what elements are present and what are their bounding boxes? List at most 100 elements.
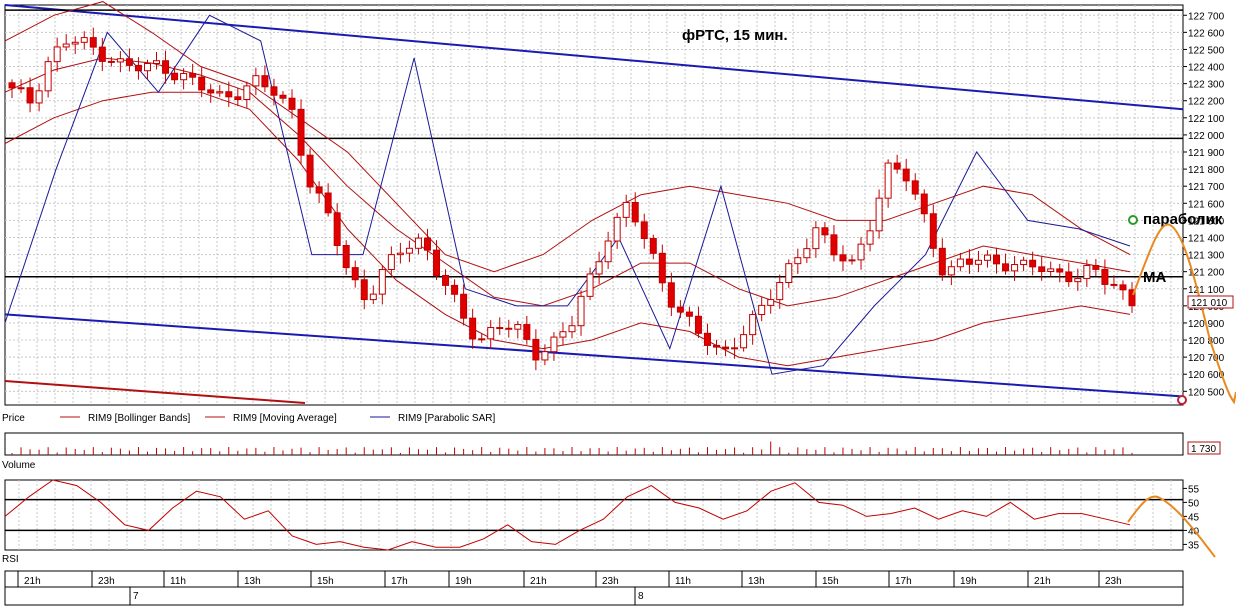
candle-body xyxy=(80,37,88,43)
volume-panel[interactable]: 1 730 Volume xyxy=(2,432,1221,471)
hour-label: 21h xyxy=(24,576,41,587)
forecast-arrowhead-price xyxy=(1228,391,1236,405)
candle-body xyxy=(315,186,323,194)
hour-label: 23h xyxy=(98,576,115,587)
candle-body xyxy=(848,259,856,262)
candle-body xyxy=(252,75,260,87)
candle-body xyxy=(983,254,991,261)
price-tick-label: 122 300 xyxy=(1188,80,1225,91)
candle-body xyxy=(866,230,874,245)
hour-label: 23h xyxy=(1105,576,1122,587)
candle-body xyxy=(685,311,693,317)
price-tick-label: 122 600 xyxy=(1188,28,1225,39)
candle-body xyxy=(423,237,431,251)
rsi-tick-label: 35 xyxy=(1188,540,1200,551)
candle-body xyxy=(505,327,513,330)
price-tick-label: 121 800 xyxy=(1188,165,1225,176)
candle-body xyxy=(694,315,702,334)
candle-body xyxy=(107,60,115,63)
candle-body xyxy=(749,314,757,336)
hour-label: 11h xyxy=(170,576,186,587)
candle-body xyxy=(162,60,170,74)
hour-labels: 21h 23h 11h 13h 15h 17h 19h 21h 23h 11h 13h 15h 17h 1… xyxy=(17,571,1122,587)
candle-body xyxy=(1128,289,1136,307)
candle-body xyxy=(44,61,52,92)
last-volume-label: 1 730 xyxy=(1191,444,1216,455)
price-tick-label: 122 400 xyxy=(1188,63,1225,74)
hour-label: 21h xyxy=(1034,576,1051,587)
hour-label: 15h xyxy=(317,576,334,587)
candle-body xyxy=(1038,266,1046,273)
candle-body xyxy=(125,58,133,66)
candle-body xyxy=(758,304,766,316)
candle-body xyxy=(460,293,468,319)
candle-body xyxy=(478,338,486,341)
hour-label: 19h xyxy=(960,576,977,587)
support-line xyxy=(4,313,1184,398)
candle-body xyxy=(71,41,79,45)
candle-body xyxy=(1020,259,1028,266)
candle-body xyxy=(559,331,567,338)
candle-body xyxy=(189,73,197,78)
candle-body xyxy=(26,87,34,104)
forecast-arrow-rsi xyxy=(1127,495,1216,558)
candle-body xyxy=(622,201,630,218)
price-panel[interactable]: 122 700 122 600 122 500 122 400 122 300 122 2… xyxy=(4,1,1236,406)
candle-body xyxy=(920,193,928,215)
candle-body xyxy=(586,273,594,297)
candle-body xyxy=(767,299,775,306)
candle-body xyxy=(1056,268,1064,273)
day-label: 7 xyxy=(133,591,139,602)
candle-body xyxy=(134,64,142,72)
candle-body xyxy=(577,295,585,327)
candle-body xyxy=(8,82,16,89)
price-tick-label: 121 300 xyxy=(1188,251,1225,262)
candle-body xyxy=(713,344,721,348)
candle-body xyxy=(595,261,603,275)
candle-body xyxy=(234,96,242,100)
volume-panel-label: Volume xyxy=(2,460,36,471)
candle-body xyxy=(17,87,25,90)
price-tick-label: 120 700 xyxy=(1188,353,1225,364)
candle-body xyxy=(270,86,278,96)
candle-body xyxy=(1083,264,1091,280)
candle-body xyxy=(414,237,422,249)
price-tick-label: 120 500 xyxy=(1188,387,1225,398)
candle-body xyxy=(89,37,97,48)
candle-body xyxy=(469,317,477,340)
forecast-arrow-price xyxy=(1132,223,1235,403)
candle-body xyxy=(324,192,332,214)
candle-body xyxy=(532,338,540,361)
candle-body xyxy=(1110,283,1118,286)
candle-body xyxy=(180,73,188,81)
candle-body xyxy=(279,94,287,99)
candles xyxy=(8,27,1136,371)
candle-body xyxy=(658,252,666,284)
annotation-parabolic: параболик xyxy=(1143,211,1223,228)
candle-body xyxy=(378,269,386,295)
candle-body xyxy=(794,257,802,265)
candle-body xyxy=(451,284,459,295)
candle-body xyxy=(676,306,684,313)
parabolic-sar-line xyxy=(4,14,1131,375)
candle-body xyxy=(35,90,43,104)
end-marker xyxy=(1177,395,1187,405)
candle-body xyxy=(1065,271,1073,283)
candle-body xyxy=(803,248,811,259)
candle-body xyxy=(640,221,648,240)
hour-label: 19h xyxy=(455,576,472,587)
candle-body xyxy=(306,154,314,188)
candle-body xyxy=(613,216,621,242)
candle-body xyxy=(62,43,70,48)
rsi-panel[interactable]: 55 50 45 40 35 RSI xyxy=(2,479,1216,565)
sar-marker xyxy=(1128,215,1138,225)
last-volume-box xyxy=(1187,441,1221,455)
candle-body xyxy=(875,197,883,232)
price-tick-label: 120 800 xyxy=(1188,336,1225,347)
time-axis-area xyxy=(4,570,1184,606)
rsi-tick-label: 45 xyxy=(1188,512,1200,523)
hour-label: 21h xyxy=(530,576,547,587)
candle-body xyxy=(116,58,124,63)
candle-body xyxy=(1119,284,1127,291)
